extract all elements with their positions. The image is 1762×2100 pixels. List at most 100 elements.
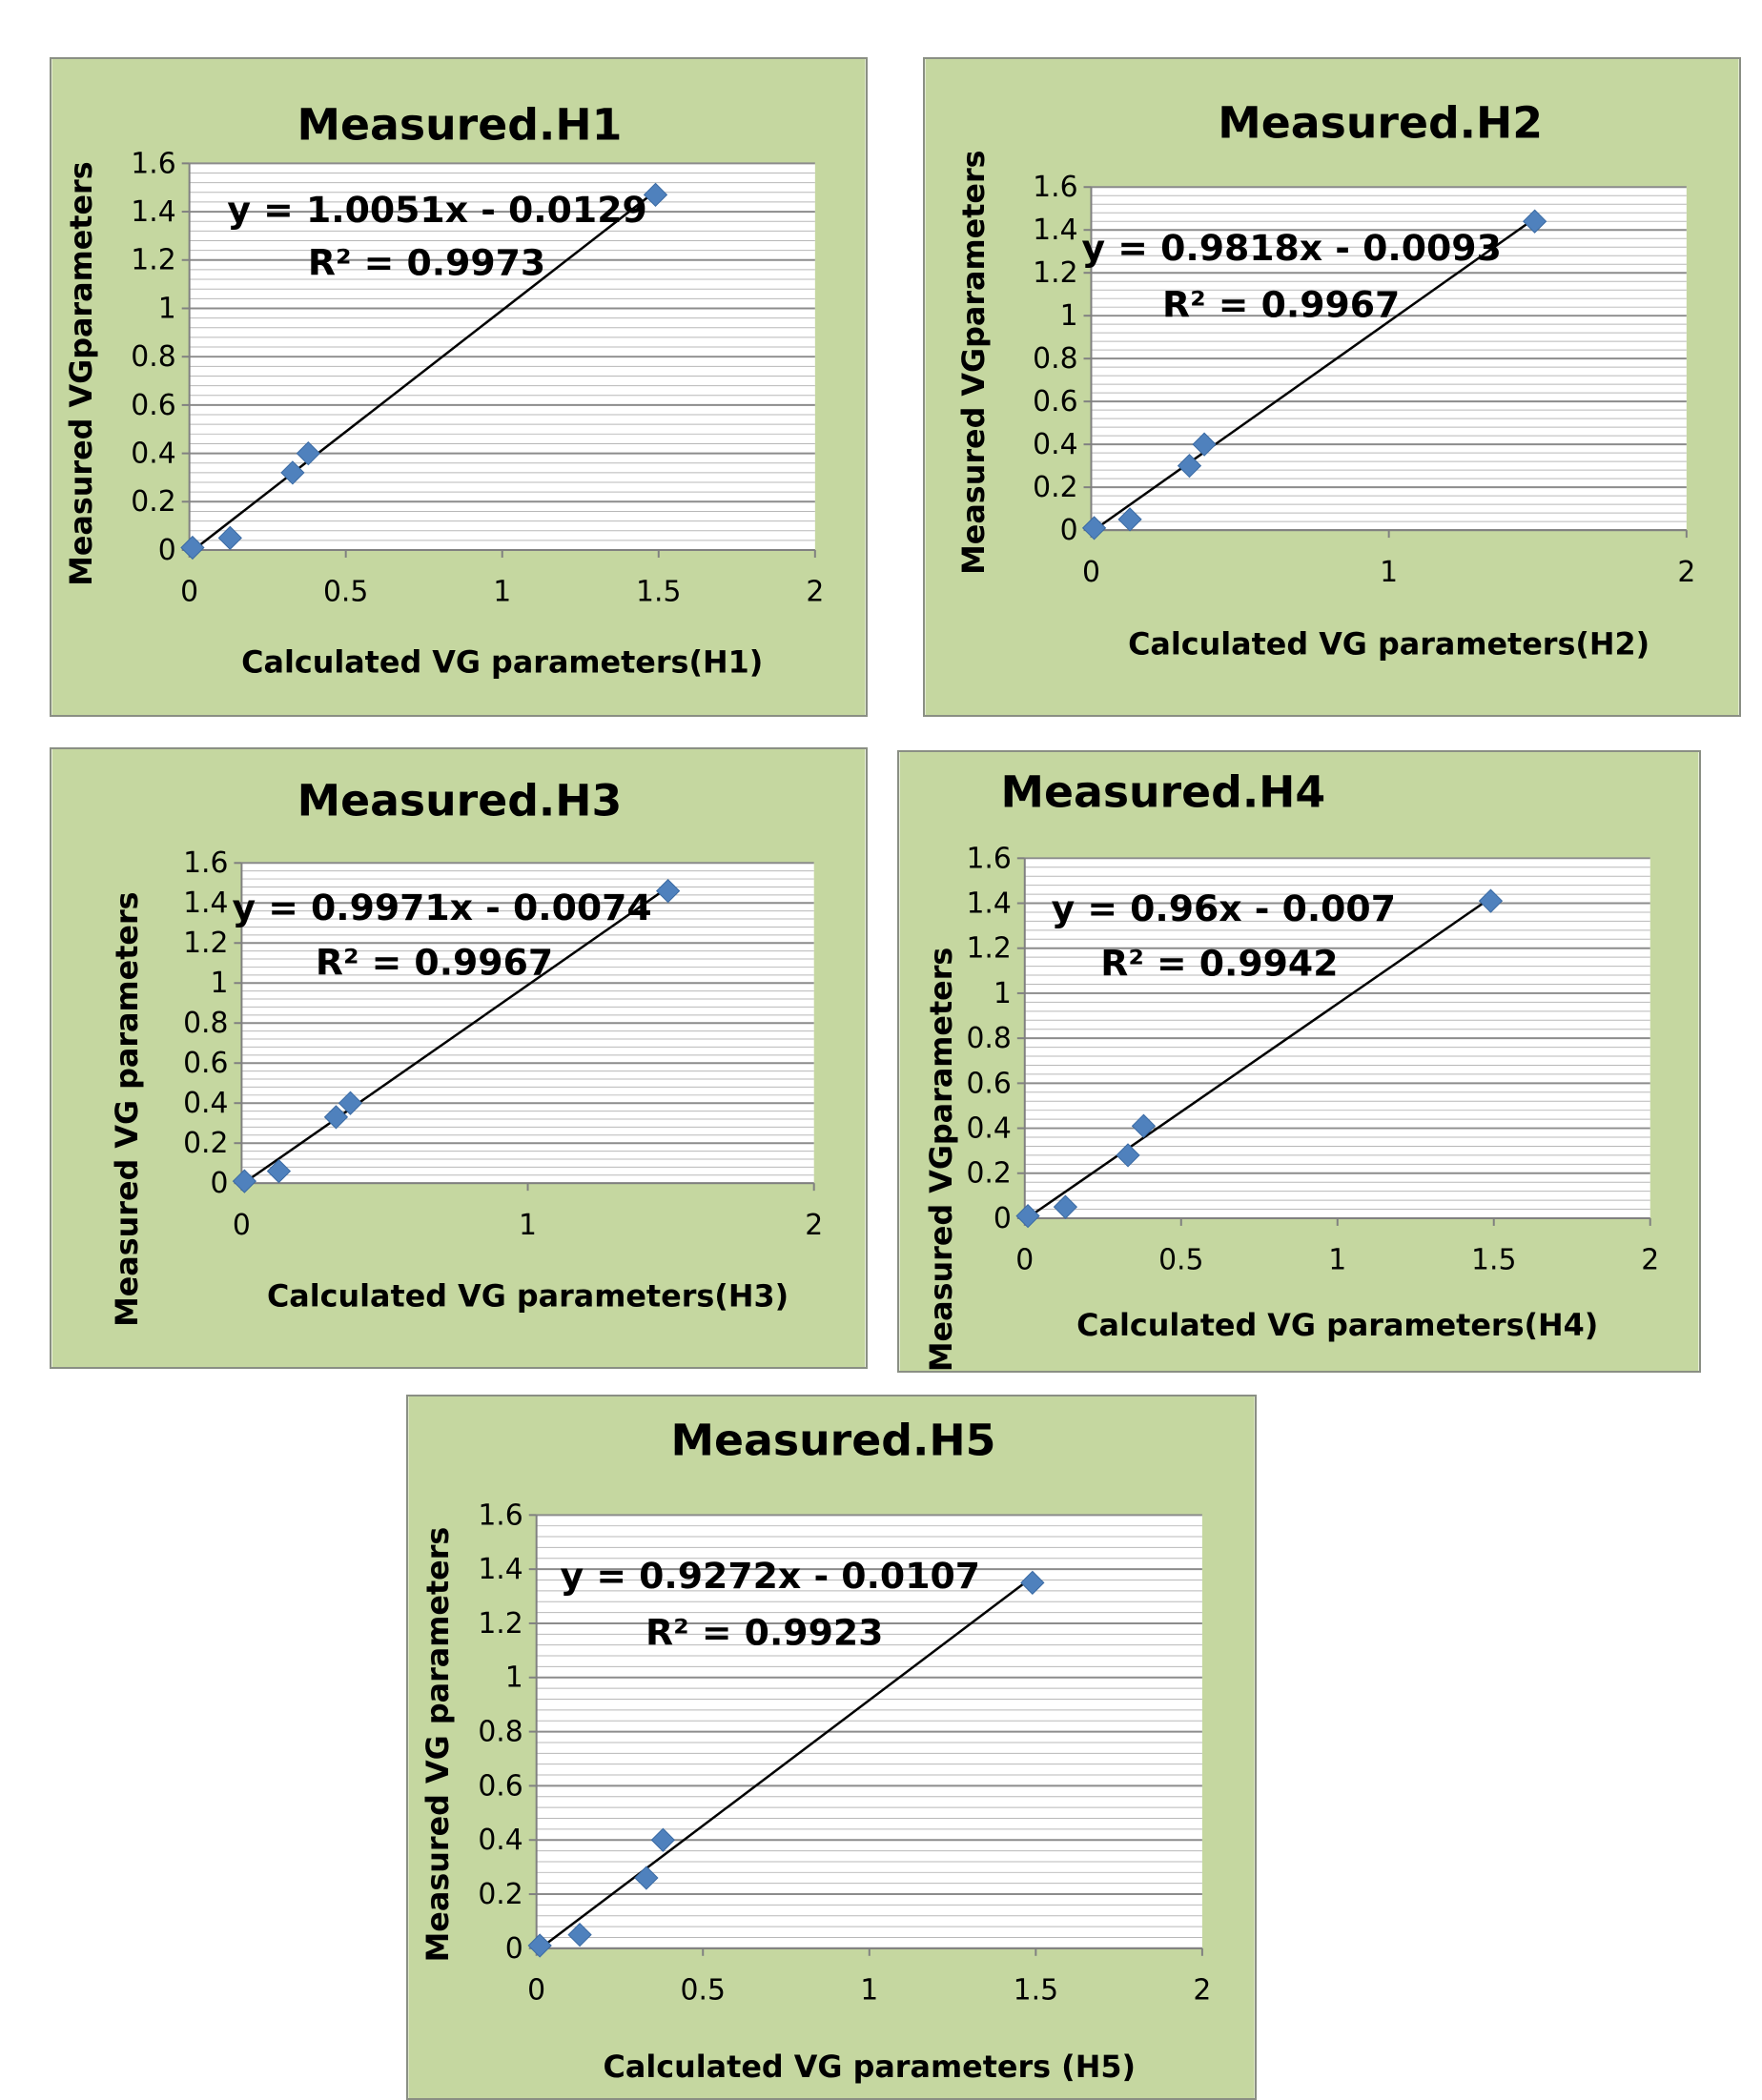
- y-tick-label: 1.4: [183, 887, 228, 920]
- y-tick-label: 1: [158, 292, 176, 325]
- data-point-h5: [1020, 1570, 1045, 1595]
- trendline-h3: [243, 886, 669, 1184]
- chart-title-h4: Measured.H4: [1001, 767, 1326, 818]
- y-tick-label: 1: [211, 967, 229, 1000]
- data-point-h3: [323, 1105, 349, 1130]
- x-tick-label: 2: [806, 576, 824, 609]
- x-tick-label: 0: [1082, 556, 1100, 589]
- x-axis-label-h5: Calculated VG parameters (H5): [604, 2049, 1136, 2085]
- r-squared-label-h2: R² = 0.9967: [1162, 283, 1400, 325]
- chart-panel-h2: 0 0.2 0.4 0.6 0.8 1 1.2 1.4 1.6 0 1 2 Measured.H2 Cal…: [923, 57, 1741, 717]
- data-point-h3: [266, 1158, 292, 1184]
- y-tick-label: 0: [1060, 514, 1078, 547]
- x-tick-label: 1.5: [1014, 1974, 1058, 2008]
- y-tick-label: 0.8: [966, 1022, 1011, 1055]
- chart-panel-h1: 0 0.2 0.4 0.6 0.8 1 1.2 1.4 1.6 0 0.5 1 1.5 2 Measured…: [50, 57, 868, 717]
- y-tick-label: 0.6: [966, 1067, 1011, 1100]
- y-tick-label: 0: [158, 534, 176, 567]
- x-tick-label: 1: [860, 1974, 878, 2008]
- y-tick-label: 0: [994, 1202, 1012, 1235]
- y-axis-label-h5: Measured VG parameters: [420, 1527, 456, 1963]
- trendline-h5: [539, 1576, 1034, 1950]
- y-tick-label: 1.4: [1033, 214, 1077, 247]
- y-tick-label: 0.4: [131, 438, 175, 471]
- chart-title-h2: Measured.H2: [1218, 98, 1543, 149]
- chart-title-h3: Measured.H3: [297, 776, 623, 826]
- x-tick-label: 0.5: [323, 576, 368, 609]
- trendline-equation-h3: y = 0.9971x - 0.0074: [232, 887, 651, 928]
- x-tick-label: 1: [493, 576, 511, 609]
- y-axis-label-h4: Measured VGparameters: [924, 948, 959, 1371]
- data-point-h5: [634, 1866, 659, 1890]
- chart-title-h1: Measured.H1: [297, 100, 623, 151]
- y-tick-label: 1.4: [966, 887, 1011, 920]
- y-tick-label: 0.2: [1033, 471, 1077, 504]
- y-tick-label: 0.6: [183, 1047, 228, 1080]
- y-tick-label: 0.2: [131, 485, 175, 519]
- data-point-h4: [1053, 1194, 1078, 1219]
- x-tick-label: 0: [233, 1209, 251, 1242]
- x-tick-label: 1.5: [636, 576, 681, 609]
- r-squared-label-h5: R² = 0.9923: [645, 1612, 883, 1654]
- scatter-chart-h5: 0 0.2 0.4 0.6 0.8 1 1.2 1.4 1.6 0 0.5 1 1.5 2 Measured…: [408, 1397, 1255, 2098]
- x-tick-label: 1.5: [1471, 1244, 1516, 1277]
- y-tick-label: 0.6: [478, 1769, 522, 1803]
- data-point-h5: [650, 1827, 675, 1852]
- y-tick-label: 0.8: [478, 1716, 522, 1749]
- data-point-h2: [1192, 432, 1217, 457]
- x-tick-label: 0.5: [1158, 1244, 1203, 1277]
- r-squared-label-h1: R² = 0.9973: [308, 242, 545, 284]
- y-tick-label: 0.6: [131, 389, 175, 422]
- y-tick-label: 0.8: [1033, 342, 1077, 376]
- gridlines-h3: [241, 862, 814, 1185]
- y-tick-label: 0: [211, 1167, 229, 1200]
- x-tick-label: 0: [1015, 1244, 1034, 1277]
- y-tick-label: 1.6: [966, 842, 1011, 875]
- x-axis-label-h3: Calculated VG parameters(H3): [267, 1278, 789, 1314]
- data-point-h1: [180, 535, 205, 561]
- r-squared-label-h4: R² = 0.9942: [1100, 943, 1338, 985]
- data-point-h5: [567, 1923, 592, 1947]
- x-tick-label: 0.5: [681, 1974, 726, 2008]
- data-point-h3: [655, 879, 681, 904]
- trendline-h1: [192, 190, 657, 552]
- y-tick-label: 1.2: [183, 927, 228, 960]
- data-point-h4: [1015, 1203, 1040, 1229]
- x-tick-label: 1: [1380, 556, 1398, 589]
- chart-panel-h4: 0 0.2 0.4 0.6 0.8 1 1.2 1.4 1.6 0 0.5 1 1.5 2 Measured…: [897, 750, 1701, 1373]
- trendline-h2: [1093, 217, 1536, 532]
- y-tick-label: 1: [505, 1662, 523, 1695]
- gridlines-h1: [189, 162, 815, 551]
- x-axis-label-h1: Calculated VG parameters(H1): [241, 643, 763, 680]
- y-tick-label: 1.4: [478, 1553, 522, 1586]
- data-point-h2: [1081, 516, 1107, 540]
- data-point-h3: [338, 1091, 363, 1115]
- y-tick-label: 1: [994, 977, 1012, 1010]
- data-point-h1: [217, 525, 242, 550]
- y-tick-label: 1.2: [1033, 256, 1077, 290]
- y-tick-label: 1.2: [131, 244, 175, 277]
- y-tick-label: 0.2: [478, 1878, 522, 1911]
- y-tick-label: 0.8: [131, 340, 175, 374]
- scatter-chart-h1: 0 0.2 0.4 0.6 0.8 1 1.2 1.4 1.6 0 0.5 1 1.5 2 Measured…: [51, 59, 866, 715]
- data-point-h4: [1116, 1143, 1140, 1168]
- data-point-h1: [643, 182, 668, 207]
- data-point-h2: [1522, 209, 1547, 234]
- y-tick-label: 1: [1060, 299, 1078, 333]
- y-tick-label: 1.2: [966, 932, 1011, 966]
- y-tick-label: 0.4: [966, 1112, 1011, 1146]
- chart-panel-h5: 0 0.2 0.4 0.6 0.8 1 1.2 1.4 1.6 0 0.5 1 1.5 2 Measured…: [406, 1395, 1257, 2100]
- y-tick-label: 1.6: [131, 147, 175, 180]
- x-tick-label: 1: [1328, 1244, 1346, 1277]
- x-tick-label: 2: [1641, 1244, 1659, 1277]
- data-point-h1: [280, 460, 305, 485]
- x-axis-label-h2: Calculated VG parameters(H2): [1128, 625, 1649, 662]
- y-axis-label-h2: Measured VGparameters: [955, 150, 992, 574]
- data-point-h2: [1117, 507, 1142, 532]
- x-tick-label: 1: [519, 1209, 537, 1242]
- y-tick-label: 1.6: [183, 846, 228, 880]
- y-axis-label-h1: Measured VGparameters: [63, 161, 99, 585]
- y-axis-label-h3: Measured VG parameters: [110, 891, 145, 1327]
- x-axis-label-h4: Calculated VG parameters(H4): [1076, 1308, 1598, 1343]
- x-tick-label: 0: [180, 576, 198, 609]
